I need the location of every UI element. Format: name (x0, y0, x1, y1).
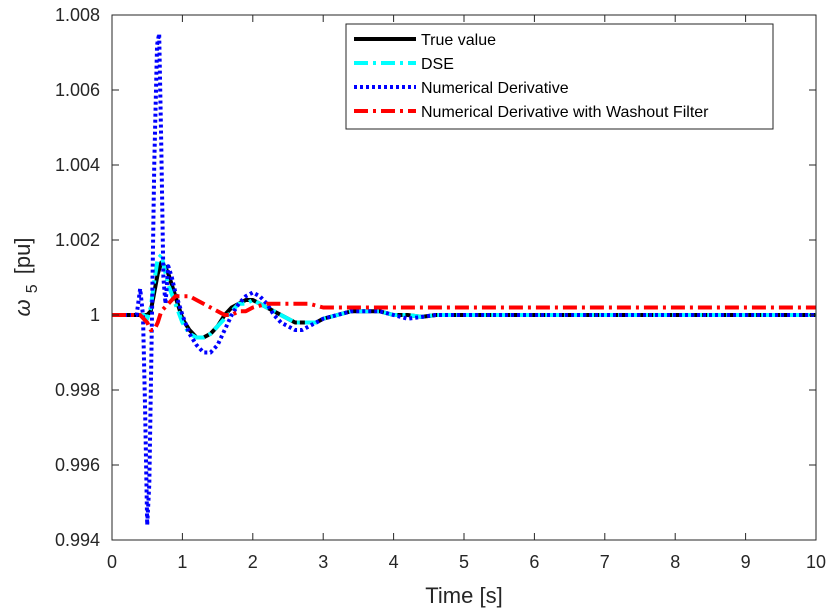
y-axis-label-symbol: ω (10, 299, 35, 316)
y-tick-label: 0.994 (55, 530, 100, 550)
x-tick-label: 2 (248, 552, 258, 572)
x-axis-ticks: 0 1 2 3 4 5 6 7 8 9 10 (107, 15, 826, 572)
x-axis-label: Time [s] (425, 583, 502, 608)
y-axis-label: ω 5 [pu] (10, 238, 42, 317)
legend: True value DSE Numerical Derivative Numeric… (345, 23, 774, 130)
x-tick-label: 6 (529, 552, 539, 572)
y-tick-label: 0.998 (55, 380, 100, 400)
y-tick-label: 1.002 (55, 230, 100, 250)
legend-box (345, 23, 774, 130)
x-tick-label: 7 (600, 552, 610, 572)
series-layer (112, 31, 816, 527)
x-tick-label: 10 (806, 552, 826, 572)
series-line-3 (112, 294, 816, 332)
x-tick-label: 9 (741, 552, 751, 572)
y-axis-label-unit: [pu] (10, 238, 35, 275)
x-tick-label: 4 (389, 552, 399, 572)
x-tick-label: 5 (459, 552, 469, 572)
x-tick-label: 3 (318, 552, 328, 572)
x-tick-label: 0 (107, 552, 117, 572)
y-tick-label: 1.008 (55, 5, 100, 25)
legend-label-1: DSE (421, 56, 454, 73)
legend-label-2: Numerical Derivative (421, 80, 569, 97)
x-tick-label: 1 (177, 552, 187, 572)
y-tick-label: 0.996 (55, 455, 100, 475)
y-axis-label-subscript: 5 (24, 284, 41, 293)
legend-label-0: True value (421, 32, 496, 49)
x-tick-label: 8 (670, 552, 680, 572)
legend-label-3: Numerical Derivative with Washout Filter (421, 104, 709, 121)
y-tick-label: 1.006 (55, 80, 100, 100)
series-line-2 (112, 31, 816, 527)
y-tick-label: 1 (90, 305, 100, 325)
y-tick-label: 1.004 (55, 155, 100, 175)
y-axis-ticks: 0.994 0.996 0.998 1 1.002 1.004 1.006 1.008 (55, 5, 816, 550)
